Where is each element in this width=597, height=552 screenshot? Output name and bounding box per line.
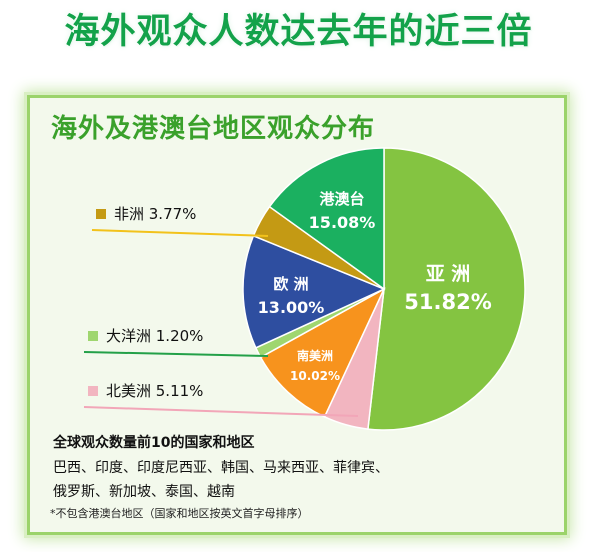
pie-slices bbox=[242, 147, 526, 431]
leader-line bbox=[91, 229, 269, 237]
leader-line bbox=[83, 406, 359, 417]
legend-swatch bbox=[96, 209, 106, 219]
slice-value: 13.00% bbox=[258, 298, 325, 317]
leader-line bbox=[83, 351, 269, 357]
headline: 海外观众人数达去年的近三倍 bbox=[64, 12, 533, 52]
pie-slice bbox=[268, 147, 385, 291]
slice-label: 亚 洲 bbox=[426, 263, 471, 285]
top-countries-line-1: 巴西、印度、印度尼西亚、韩国、马来西亚、菲律宾、 bbox=[53, 460, 389, 476]
footnote: *不包含港澳台地区（国家和地区按英文首字母排序） bbox=[50, 507, 309, 520]
slice-value: 15.08% bbox=[309, 213, 376, 232]
chart-title: 海外及港澳台地区观众分布 bbox=[51, 114, 376, 144]
slice-label: 港澳台 bbox=[319, 190, 364, 208]
slice-value: 51.82% bbox=[404, 290, 491, 314]
pie-slice bbox=[242, 234, 386, 349]
legend-text: 大洋洲 1.20% bbox=[106, 327, 203, 345]
slice-label: 欧 洲 bbox=[273, 275, 308, 293]
legend-swatch bbox=[88, 386, 98, 396]
slice-value: 10.02% bbox=[290, 369, 340, 383]
slice-labels: 亚 洲 51.82% 北美洲 5.11% 南美洲 10.02% 大洋洲 1.20% 欧 洲 1… bbox=[88, 190, 492, 400]
legend-text: 北美洲 5.11% bbox=[106, 382, 203, 400]
top-countries-title: 全球观众数量前10的国家和地区 bbox=[53, 435, 255, 451]
pie-slice bbox=[367, 147, 526, 431]
pie-slice bbox=[259, 287, 386, 418]
top-countries-line-2: 俄罗斯、新加坡、泰国、越南 bbox=[53, 484, 235, 500]
slice-label: 南美洲 bbox=[297, 348, 333, 363]
legend-swatch bbox=[88, 331, 98, 341]
legend-text: 非洲 3.77% bbox=[114, 205, 196, 223]
legend-leaders bbox=[83, 229, 359, 417]
